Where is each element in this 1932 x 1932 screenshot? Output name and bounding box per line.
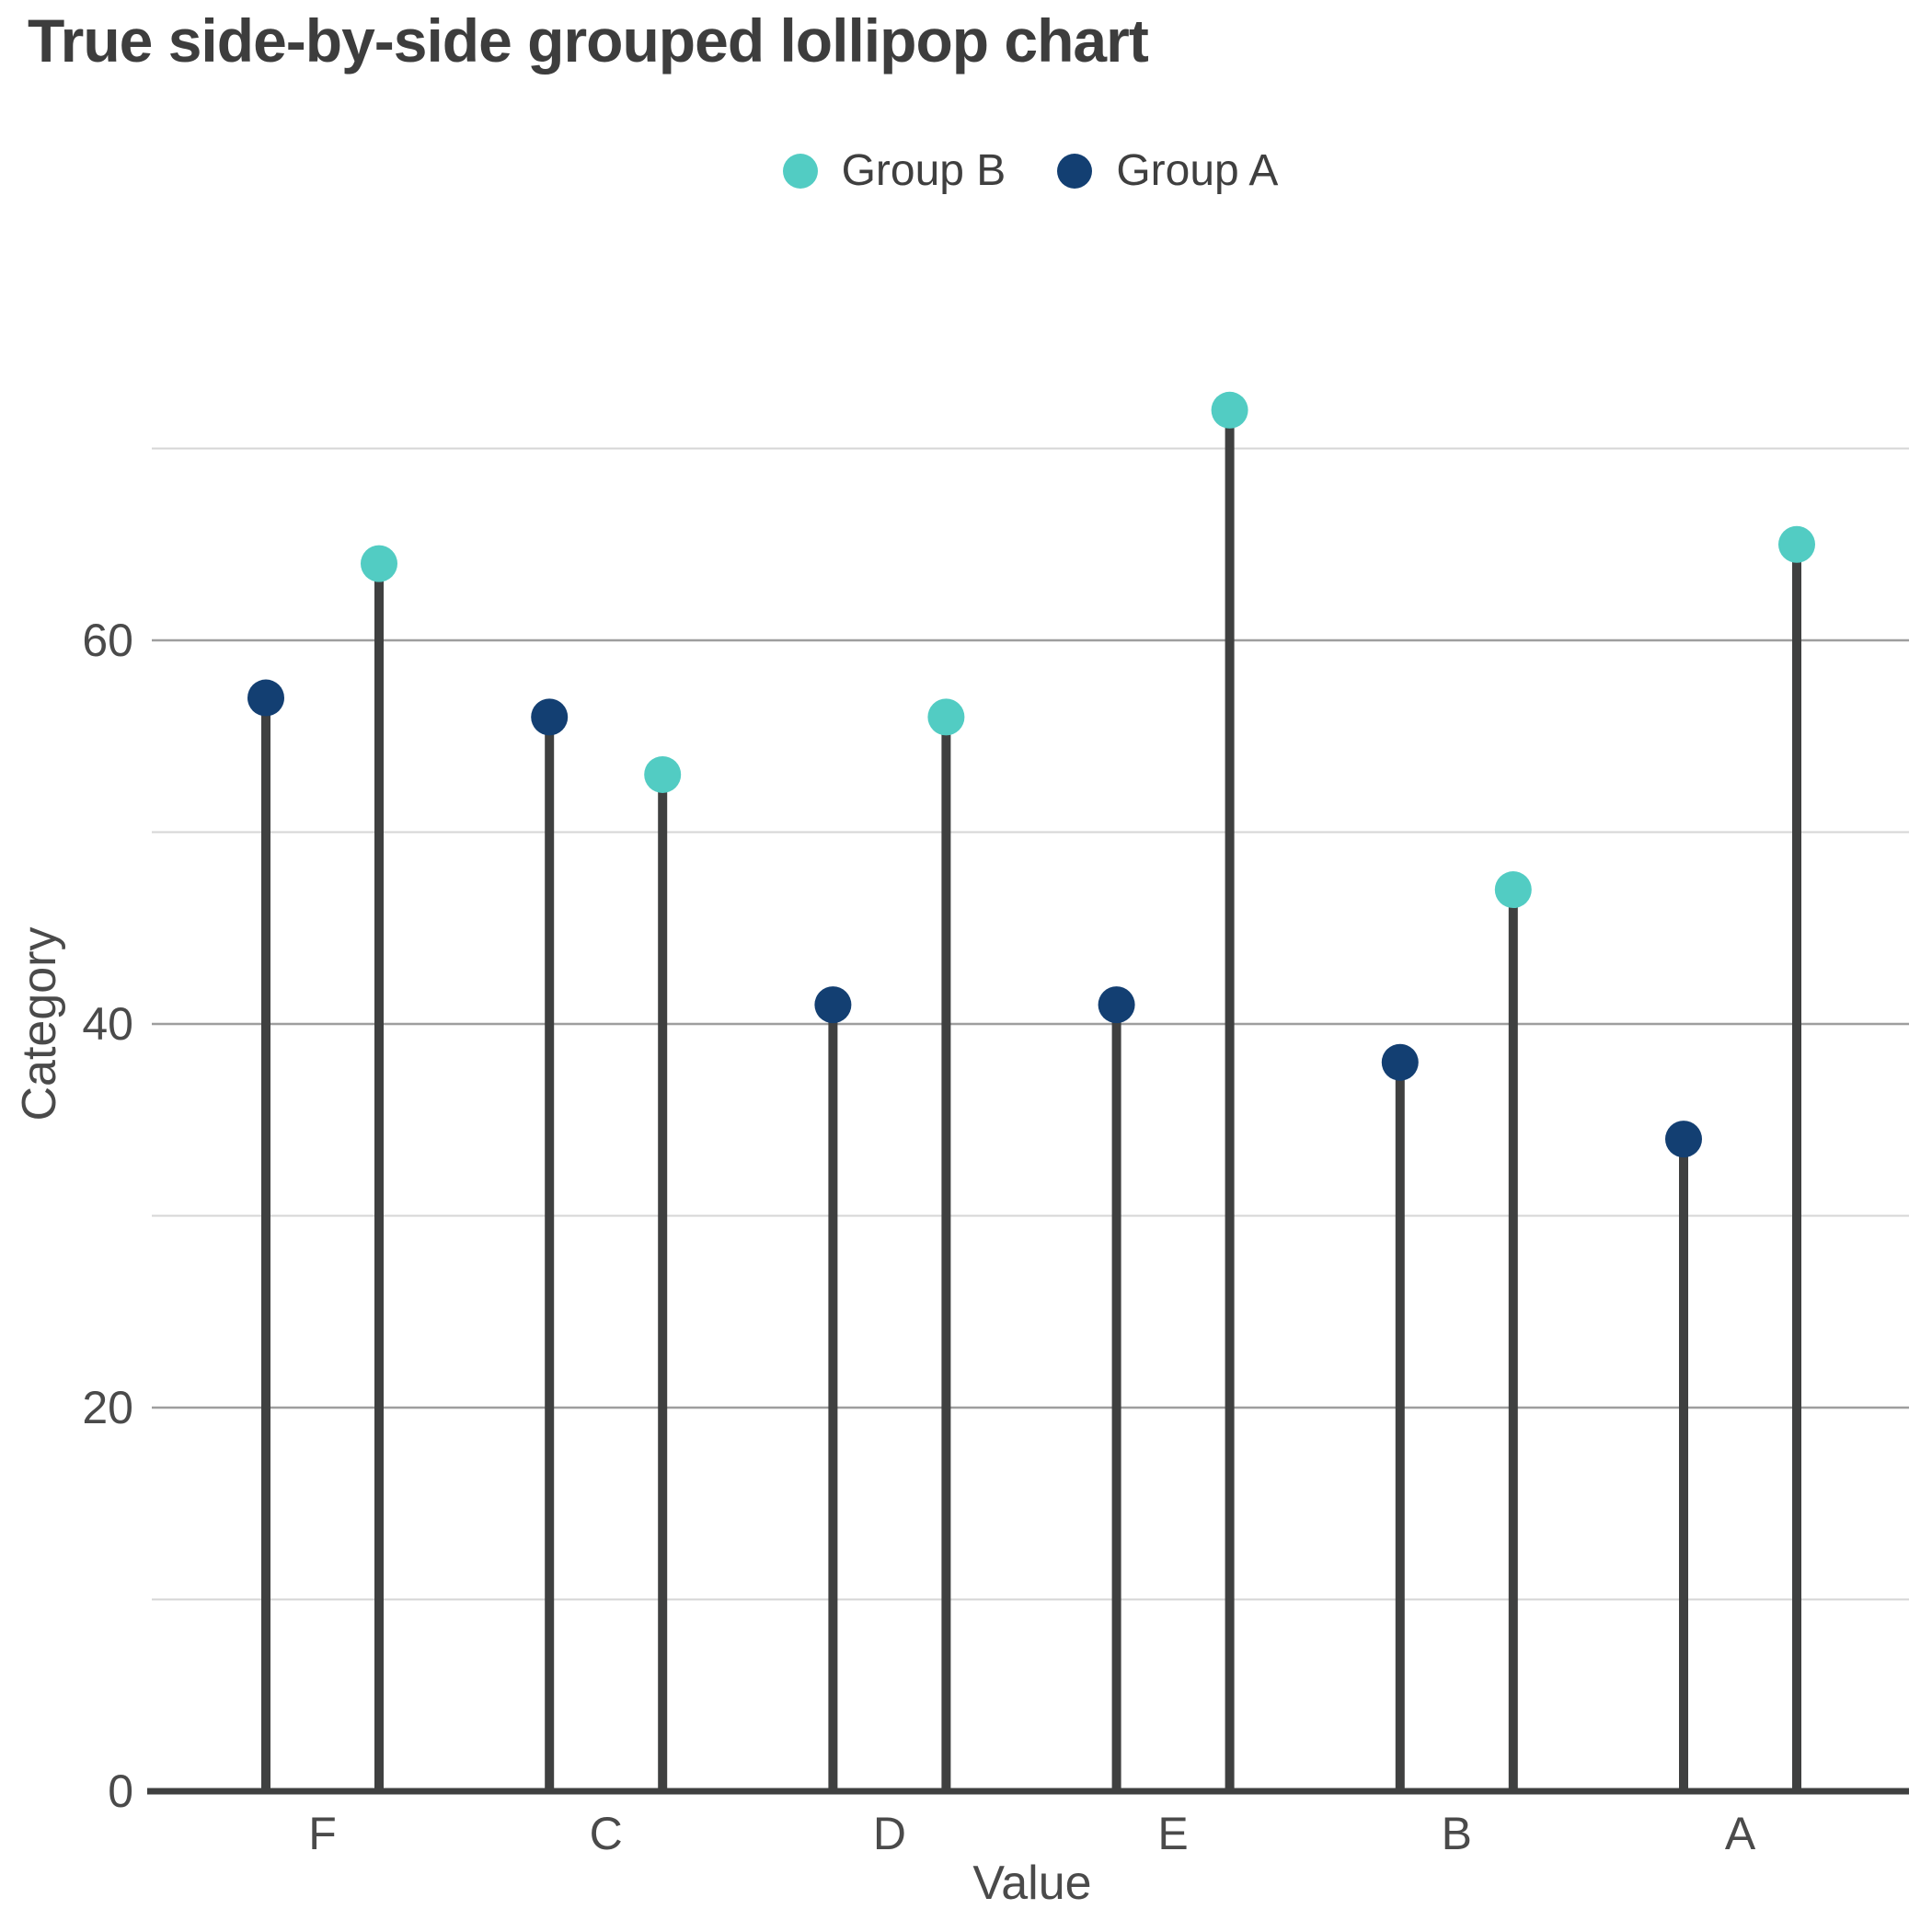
y-tick-label-0: 0 bbox=[108, 1765, 133, 1817]
chart-title: True side-by-side grouped lollipop chart bbox=[28, 6, 1149, 75]
y-tick-label-60: 60 bbox=[82, 615, 133, 666]
legend-label: Group B bbox=[841, 146, 1006, 195]
x-tick-label-c: C bbox=[590, 1808, 623, 1859]
lollipop-dot-f-group-a bbox=[247, 679, 284, 717]
x-tick-label-f: F bbox=[308, 1808, 337, 1859]
x-tick-label-a: A bbox=[1725, 1808, 1756, 1859]
y-tick-label-40: 40 bbox=[82, 998, 133, 1050]
y-axis-title: Category bbox=[13, 927, 66, 1121]
legend-dot-icon bbox=[1057, 153, 1093, 189]
y-tick-label-20: 20 bbox=[82, 1382, 133, 1433]
x-tick-label-b: B bbox=[1442, 1808, 1472, 1859]
chart-legend: Group B Group A bbox=[152, 145, 1909, 196]
x-tick-label-e: E bbox=[1157, 1808, 1188, 1859]
lollipop-dot-c-group-a bbox=[531, 698, 569, 736]
legend-item-group-b: Group B bbox=[782, 145, 1006, 196]
lollipop-dot-d-group-b bbox=[927, 698, 965, 736]
lollipop-dot-a-group-a bbox=[1665, 1121, 1702, 1158]
lollipop-dot-e-group-b bbox=[1211, 391, 1248, 429]
lollipop-dot-a-group-b bbox=[1778, 525, 1815, 563]
x-tick-label-d: D bbox=[873, 1808, 906, 1859]
lollipop-dot-e-group-a bbox=[1098, 986, 1135, 1024]
lollipop-dot-c-group-b bbox=[644, 755, 682, 793]
lollipop-dot-b-group-a bbox=[1381, 1043, 1419, 1081]
legend-dot-icon bbox=[782, 153, 818, 189]
legend-label: Group A bbox=[1116, 146, 1279, 195]
lollipop-dot-d-group-a bbox=[814, 986, 852, 1024]
legend-item-group-a: Group A bbox=[1057, 145, 1278, 196]
lollipop-dot-b-group-b bbox=[1494, 871, 1532, 909]
x-axis-title: Value bbox=[972, 1857, 1091, 1910]
lollipop-dot-f-group-b bbox=[361, 545, 397, 582]
